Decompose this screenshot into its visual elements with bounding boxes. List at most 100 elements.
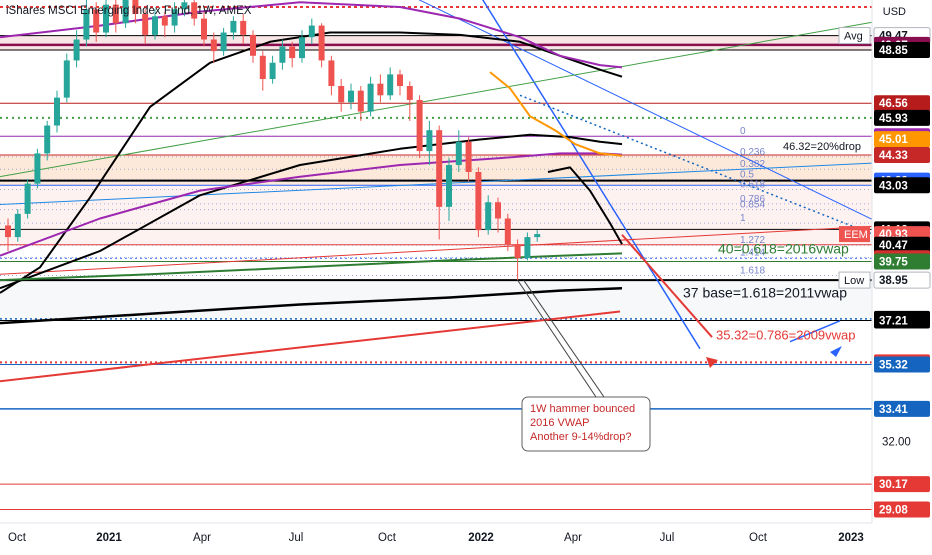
- candle-54: [534, 234, 541, 238]
- annotation-3: 35.32=0.786=2009vwap: [716, 327, 856, 342]
- candle-21: [210, 39, 217, 52]
- candle-39: [387, 74, 394, 96]
- candle-9: [93, 9, 100, 33]
- axis-tag-0: Avg: [844, 31, 863, 43]
- x-tick-label-4: Oct: [378, 532, 397, 544]
- axis-price-bg-18: [874, 253, 930, 270]
- candle-38: [377, 83, 384, 96]
- moving-average-2: [0, 152, 623, 257]
- fib-label-5: 0.786: [740, 194, 765, 205]
- trendline-6: [621, 234, 713, 338]
- candle-23: [230, 20, 237, 33]
- candle-48: [475, 172, 482, 231]
- candle-19: [191, 2, 198, 19]
- axis-tag-13: EEM: [844, 229, 868, 241]
- axis-price-bg-4: [874, 95, 930, 112]
- x-tick-label-6: Apr: [564, 532, 582, 544]
- projection-arrow-head: [706, 357, 718, 368]
- axis-price-label-5: 45.93: [879, 113, 908, 125]
- axis-price-label-8: 45.01: [879, 134, 908, 146]
- candle-15: [152, 16, 158, 35]
- axis-price-label-26: 30.17: [879, 479, 908, 491]
- candle-7: [73, 39, 80, 61]
- x-tick-label-2: Apr: [193, 532, 211, 544]
- x-tick-label-5: 2022: [468, 532, 494, 544]
- axis-price-bg-8: [874, 131, 930, 148]
- candle-49: [485, 202, 492, 231]
- candle-46: [455, 141, 462, 166]
- candle-16: [161, 16, 168, 26]
- candle-27: [269, 62, 276, 80]
- candle-1: [14, 213, 21, 238]
- candle-11: [112, 4, 119, 24]
- candle-44: [436, 130, 443, 207]
- trendline-8: [789, 320, 841, 343]
- moving-average-7: [0, 286, 623, 325]
- moving-average-3: [0, 1, 623, 69]
- candle-0: [5, 225, 11, 238]
- candle-53: [524, 237, 531, 259]
- candle-18: [181, 2, 188, 10]
- axis-price-bg-5: [874, 109, 930, 126]
- axis-tag-bg-19: [838, 271, 871, 289]
- axis-tag-bg-0: [838, 27, 871, 45]
- candle-12: [122, 0, 129, 24]
- axis-price-bg-20: [873, 271, 931, 289]
- zone-3: [0, 280, 872, 319]
- axis-price-label-27: 29.08: [879, 505, 908, 517]
- trendline-0: [482, 0, 701, 350]
- annotation-1: 40=0.618=2016vwap: [718, 240, 849, 256]
- candle-3: [34, 153, 41, 184]
- candle-17: [171, 9, 178, 26]
- candle-22: [220, 32, 227, 52]
- candle-45: [446, 165, 452, 207]
- candle-41: [406, 86, 413, 100]
- fib-label-9: 1.414: [740, 248, 765, 259]
- callout-line-1: 2016 VWAP: [530, 417, 590, 429]
- candle-50: [495, 202, 501, 219]
- projection-arrow-blue-head: [830, 346, 842, 357]
- axis-price-bg-25: [874, 400, 930, 417]
- candle-36: [357, 90, 364, 112]
- axis-price-bg-16: [874, 236, 930, 253]
- x-tick-label-3: Jul: [289, 532, 304, 544]
- axis-price-bg-24: [874, 356, 930, 373]
- axis-price-label-24: 35.32: [879, 359, 908, 371]
- fib-label-0: 0: [740, 126, 746, 137]
- candle-33: [328, 60, 335, 87]
- axis-price-label-4: 46.56: [879, 98, 908, 110]
- axis-price-bg-22: [874, 312, 930, 329]
- candle-20: [201, 18, 207, 40]
- candle-52: [514, 244, 521, 259]
- moving-average-4: [547, 166, 623, 245]
- time-axis-bg: [0, 523, 932, 550]
- candle-6: [63, 60, 70, 98]
- candle-10: [103, 4, 109, 33]
- axis-price-bg-11: [874, 177, 930, 194]
- candle-8: [83, 9, 90, 40]
- moving-average-5: [489, 71, 623, 157]
- trendline-1: [418, 0, 881, 224]
- y-tick-label: 32.00: [882, 437, 911, 449]
- axis-price-label-11: 43.03: [879, 180, 908, 192]
- fib-label-7: 1: [740, 213, 746, 224]
- axis-tag-19: Low: [844, 275, 864, 287]
- x-tick-label-8: Oct: [749, 532, 768, 544]
- callout-line-2: Another 9-14%drop?: [530, 431, 632, 443]
- candle-4: [44, 125, 51, 154]
- zone-2: [0, 185, 872, 245]
- candle-43: [426, 130, 433, 152]
- candle-42: [416, 99, 423, 152]
- axis-price-bg-27: [874, 501, 930, 518]
- candle-24: [240, 20, 247, 35]
- axis-price-label-25: 33.41: [879, 404, 908, 416]
- candle-34: [338, 86, 345, 103]
- moving-average-6: [0, 252, 623, 282]
- chart-title: iShares MSCI Emerging Index Fund, 1W, AM…: [6, 5, 252, 17]
- axis-tag-bg-13: [839, 226, 870, 243]
- annotation-0: 46.32=20%drop: [783, 141, 861, 153]
- trendline-3: [0, 310, 621, 383]
- axis-price-label-18: 39.75: [879, 257, 908, 269]
